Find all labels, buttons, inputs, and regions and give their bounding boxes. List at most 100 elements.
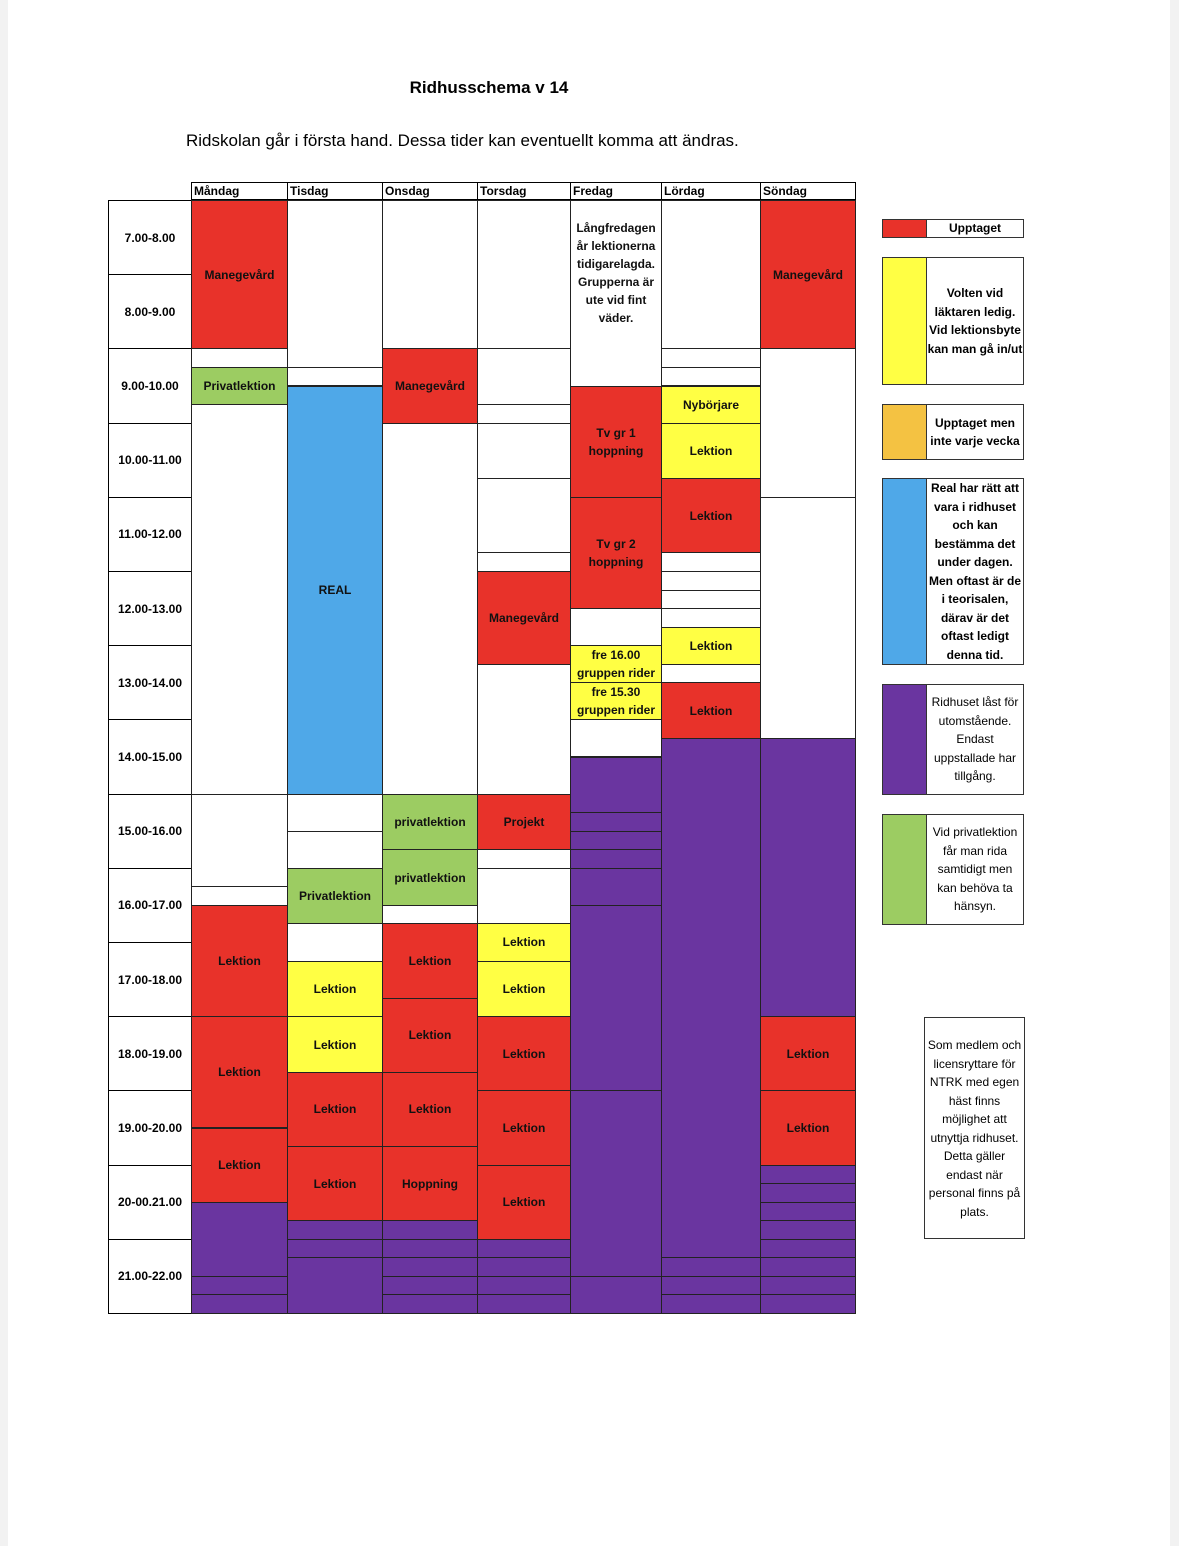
- legend-text: Volten vid läktaren ledig. Vid lektionsb…: [926, 258, 1023, 384]
- empty-slot: [477, 404, 571, 424]
- time-slot-label: 13.00-14.00: [108, 645, 192, 721]
- time-slot-label: 10.00-11.00: [108, 422, 192, 498]
- empty-slot: [570, 812, 662, 832]
- schedule-block: Lektion: [191, 1127, 288, 1203]
- empty-slot: [382, 1220, 478, 1240]
- schedule-block: Lektion: [661, 682, 761, 739]
- page-title: Ridhusschema v 14: [409, 78, 569, 97]
- empty-slot: [191, 886, 288, 906]
- empty-slot: [760, 1294, 856, 1314]
- document-page: Ridhusschema v 14 Ridskolan går i första…: [8, 0, 1170, 1546]
- legend-text: Ridhuset låst för utomstående. Endast up…: [926, 685, 1023, 794]
- empty-slot: [760, 1275, 856, 1296]
- empty-slot: [477, 1275, 571, 1296]
- time-slot-label: 16.00-17.00: [108, 867, 192, 943]
- schedule-block: Privatlektion: [287, 867, 383, 925]
- legend-swatch: [883, 405, 926, 459]
- schedule-block: Tv gr 1 hoppning: [570, 385, 662, 498]
- schedule-block: Lektion: [287, 960, 383, 1018]
- time-slot-label: 20-00.21.00: [108, 1164, 192, 1240]
- empty-slot: [570, 756, 662, 814]
- empty-slot: [661, 552, 761, 572]
- empty-slot: [382, 1275, 478, 1296]
- empty-slot: [477, 422, 571, 480]
- empty-slot: [287, 1238, 383, 1259]
- schedule-block: Lektion: [760, 1016, 856, 1092]
- schedule-block: Nybörjare: [661, 385, 761, 424]
- empty-slot: [287, 923, 383, 962]
- time-slot-label: 11.00-12.00: [108, 496, 192, 572]
- page-subtitle: Ridskolan går i första hand. Dessa tider…: [186, 131, 739, 150]
- schedule-block: Lektion: [382, 923, 478, 999]
- schedule-block: Lektion: [382, 1071, 478, 1148]
- schedule-block: fre 16.00 gruppen rider: [570, 645, 662, 684]
- empty-slot: [570, 719, 662, 758]
- legend-text: Upptaget men inte varje vecka: [926, 405, 1023, 459]
- time-slot-label: 17.00-18.00: [108, 942, 192, 1018]
- schedule-block: Lektion: [661, 478, 761, 554]
- empty-slot: [477, 348, 571, 406]
- empty-slot: [191, 1294, 288, 1314]
- empty-slot: [287, 200, 383, 368]
- empty-slot: [191, 793, 288, 888]
- schedule-block: Lektion: [287, 1146, 383, 1222]
- schedule-block: Lektion: [191, 904, 288, 1018]
- empty-slot: [287, 1257, 383, 1314]
- empty-slot: [661, 571, 761, 591]
- empty-slot: [477, 1294, 571, 1314]
- time-slot-label: 14.00-15.00: [108, 719, 192, 795]
- member-note: Som medlem och licensryttare för NTRK me…: [924, 1017, 1025, 1239]
- schedule-block: Lektion: [760, 1090, 856, 1166]
- empty-slot: [477, 1257, 571, 1277]
- schedule-block: Manegevård: [382, 348, 478, 424]
- time-slot-label: 7.00-8.00: [108, 200, 192, 276]
- legend-text: Real har rätt att vara i ridhuset och ka…: [926, 479, 1023, 664]
- legend-item-yellow: Volten vid läktaren ledig. Vid lektionsb…: [882, 257, 1024, 385]
- empty-slot: [570, 1275, 662, 1314]
- schedule-block: Lektion: [477, 960, 571, 1018]
- time-slot-label: 8.00-9.00: [108, 274, 192, 350]
- empty-slot: [661, 589, 761, 610]
- empty-slot: [661, 1257, 761, 1277]
- day-header: Söndag: [760, 182, 856, 200]
- empty-slot: [760, 348, 856, 498]
- empty-slot: [661, 663, 761, 684]
- empty-slot: [191, 1201, 288, 1277]
- empty-slot: [382, 904, 478, 925]
- empty-slot: [570, 1090, 662, 1277]
- empty-slot: [382, 1238, 478, 1259]
- time-slot-label: 15.00-16.00: [108, 793, 192, 869]
- schedule-block: Lektion: [382, 997, 478, 1073]
- schedule-block: Manegevård: [191, 200, 288, 350]
- empty-slot: [477, 849, 571, 869]
- empty-slot: [760, 737, 856, 1018]
- empty-slot: [760, 496, 856, 739]
- schedule-block: Lektion: [661, 422, 761, 480]
- empty-slot: [382, 422, 478, 795]
- empty-slot: [570, 867, 662, 906]
- legend-swatch: [883, 258, 926, 384]
- legend-swatch: [883, 220, 926, 237]
- legend-item-red: Upptaget: [882, 219, 1024, 238]
- schedule-block: privatlektion: [382, 849, 478, 906]
- schedule-block: Lektion: [477, 1164, 571, 1240]
- empty-slot: [287, 366, 383, 387]
- schedule-block: Manegevård: [477, 571, 571, 665]
- empty-slot: [760, 1238, 856, 1259]
- legend-text: Upptaget: [926, 220, 1023, 237]
- time-slot-label: 9.00-10.00: [108, 348, 192, 424]
- legend-item-green: Vid privatlektion får man rida samtidigt…: [882, 814, 1024, 925]
- schedule-block: fre 15.30 gruppen rider: [570, 682, 662, 721]
- schedule-block: Projekt: [477, 793, 571, 851]
- schedule-block: Lektion: [661, 626, 761, 665]
- day-header: Torsdag: [477, 182, 571, 200]
- empty-slot: [661, 737, 761, 1259]
- schedule-block: Tv gr 2 hoppning: [570, 496, 662, 610]
- schedule-block: Lektion: [287, 1071, 383, 1148]
- empty-slot: [191, 404, 288, 795]
- empty-slot: [570, 608, 662, 647]
- empty-slot: [661, 608, 761, 628]
- empty-slot: [382, 200, 478, 350]
- empty-slot: [760, 1220, 856, 1240]
- empty-slot: [760, 1201, 856, 1222]
